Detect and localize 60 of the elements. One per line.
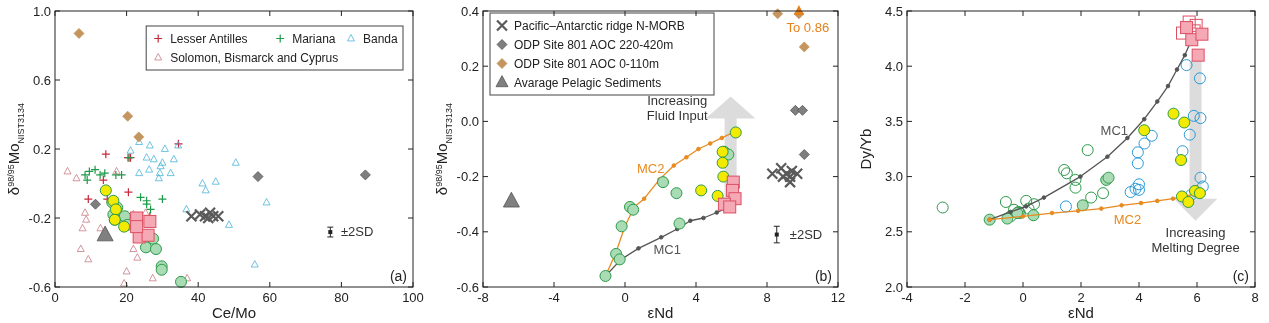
y-tick-label: 4.5 [884, 3, 903, 19]
annotation: Increasing Fluid Input [646, 92, 708, 123]
x-tick-label: 6 [1193, 290, 1201, 305]
x-tick-label: 4 [1135, 290, 1143, 305]
legend-label: ODP Site 801 AOC 220-420m [514, 38, 674, 52]
x-tick-label: 40 [190, 290, 206, 305]
y-tick-label: 0.2 [460, 58, 479, 74]
x-axis-title: εNd [647, 304, 674, 321]
x-tick-label: 0 [51, 290, 59, 305]
annotation: ±2SD [340, 224, 374, 240]
legend-label: Solomon, Bismarck and Cyprus [170, 51, 339, 65]
legend-label: Banda [363, 32, 399, 46]
y-tick-label: 0.4 [460, 3, 479, 19]
y-tick-label: -0.6 [28, 279, 51, 295]
x-tick-label: 100 [402, 290, 424, 305]
series-label: MC2 [1113, 212, 1142, 228]
x-tick-label: 2 [1077, 290, 1085, 305]
annotation: ±2SD [789, 227, 823, 243]
y-tick-label: 3.0 [884, 169, 903, 185]
x-tick-label: -2 [959, 290, 971, 305]
y-tick-label: 0.2 [32, 141, 51, 157]
annotation: (b) [814, 268, 832, 284]
y-tick-label: -0.2 [28, 210, 51, 226]
legend-label: Lesser Antilles [170, 32, 248, 46]
x-tick-label: 8 [763, 290, 771, 305]
legend-label: Pacific–Antarctic ridge N-MORB [514, 19, 685, 33]
legend-label: Mariana [292, 32, 336, 46]
y-tick-label: -0.4 [456, 224, 479, 240]
x-axis-title: εNd [1068, 304, 1094, 321]
y-tick-label: 3.5 [884, 113, 903, 129]
legend-label: ODP Site 801 AOC 0-110m [514, 57, 659, 71]
annotation: (c) [1232, 268, 1249, 284]
annotation: To 0.86 [786, 20, 830, 36]
y-tick-label: 0.0 [460, 113, 479, 129]
series-label: MC2 [637, 160, 665, 176]
annotation: Increasing Melting Degree [1151, 224, 1240, 255]
x-tick-label: 8 [1251, 290, 1259, 305]
y-tick-label: 0.6 [32, 72, 51, 88]
annotation: (a) [389, 268, 407, 284]
series-label: MC1 [653, 242, 681, 258]
x-tick-label: 80 [334, 290, 349, 305]
x-tick-label: 20 [119, 290, 134, 305]
x-tick-label: 4 [692, 290, 700, 305]
x-tick-label: -8 [477, 290, 489, 305]
x-tick-label: 60 [262, 290, 278, 305]
y-tick-label: -0.2 [456, 169, 479, 185]
x-tick-label: -4 [548, 290, 560, 305]
x-tick-label: -4 [901, 290, 913, 305]
y-axis-title: Dy/Yb [857, 128, 874, 170]
y-tick-label: 2.0 [884, 279, 903, 295]
y-tick-label: 1.0 [32, 3, 51, 19]
y-tick-label: -0.6 [456, 279, 479, 295]
x-tick-label: 0 [621, 290, 629, 305]
x-tick-label: 0 [1019, 290, 1027, 305]
legend-label: Avarage Pelagic Sediments [514, 76, 662, 90]
x-axis-title: Ce/Mo [211, 304, 257, 321]
x-tick-label: 12 [830, 290, 846, 305]
series-label: MC1 [1100, 122, 1129, 138]
y-tick-label: 4.0 [884, 58, 903, 74]
y-tick-label: 2.5 [884, 224, 903, 240]
